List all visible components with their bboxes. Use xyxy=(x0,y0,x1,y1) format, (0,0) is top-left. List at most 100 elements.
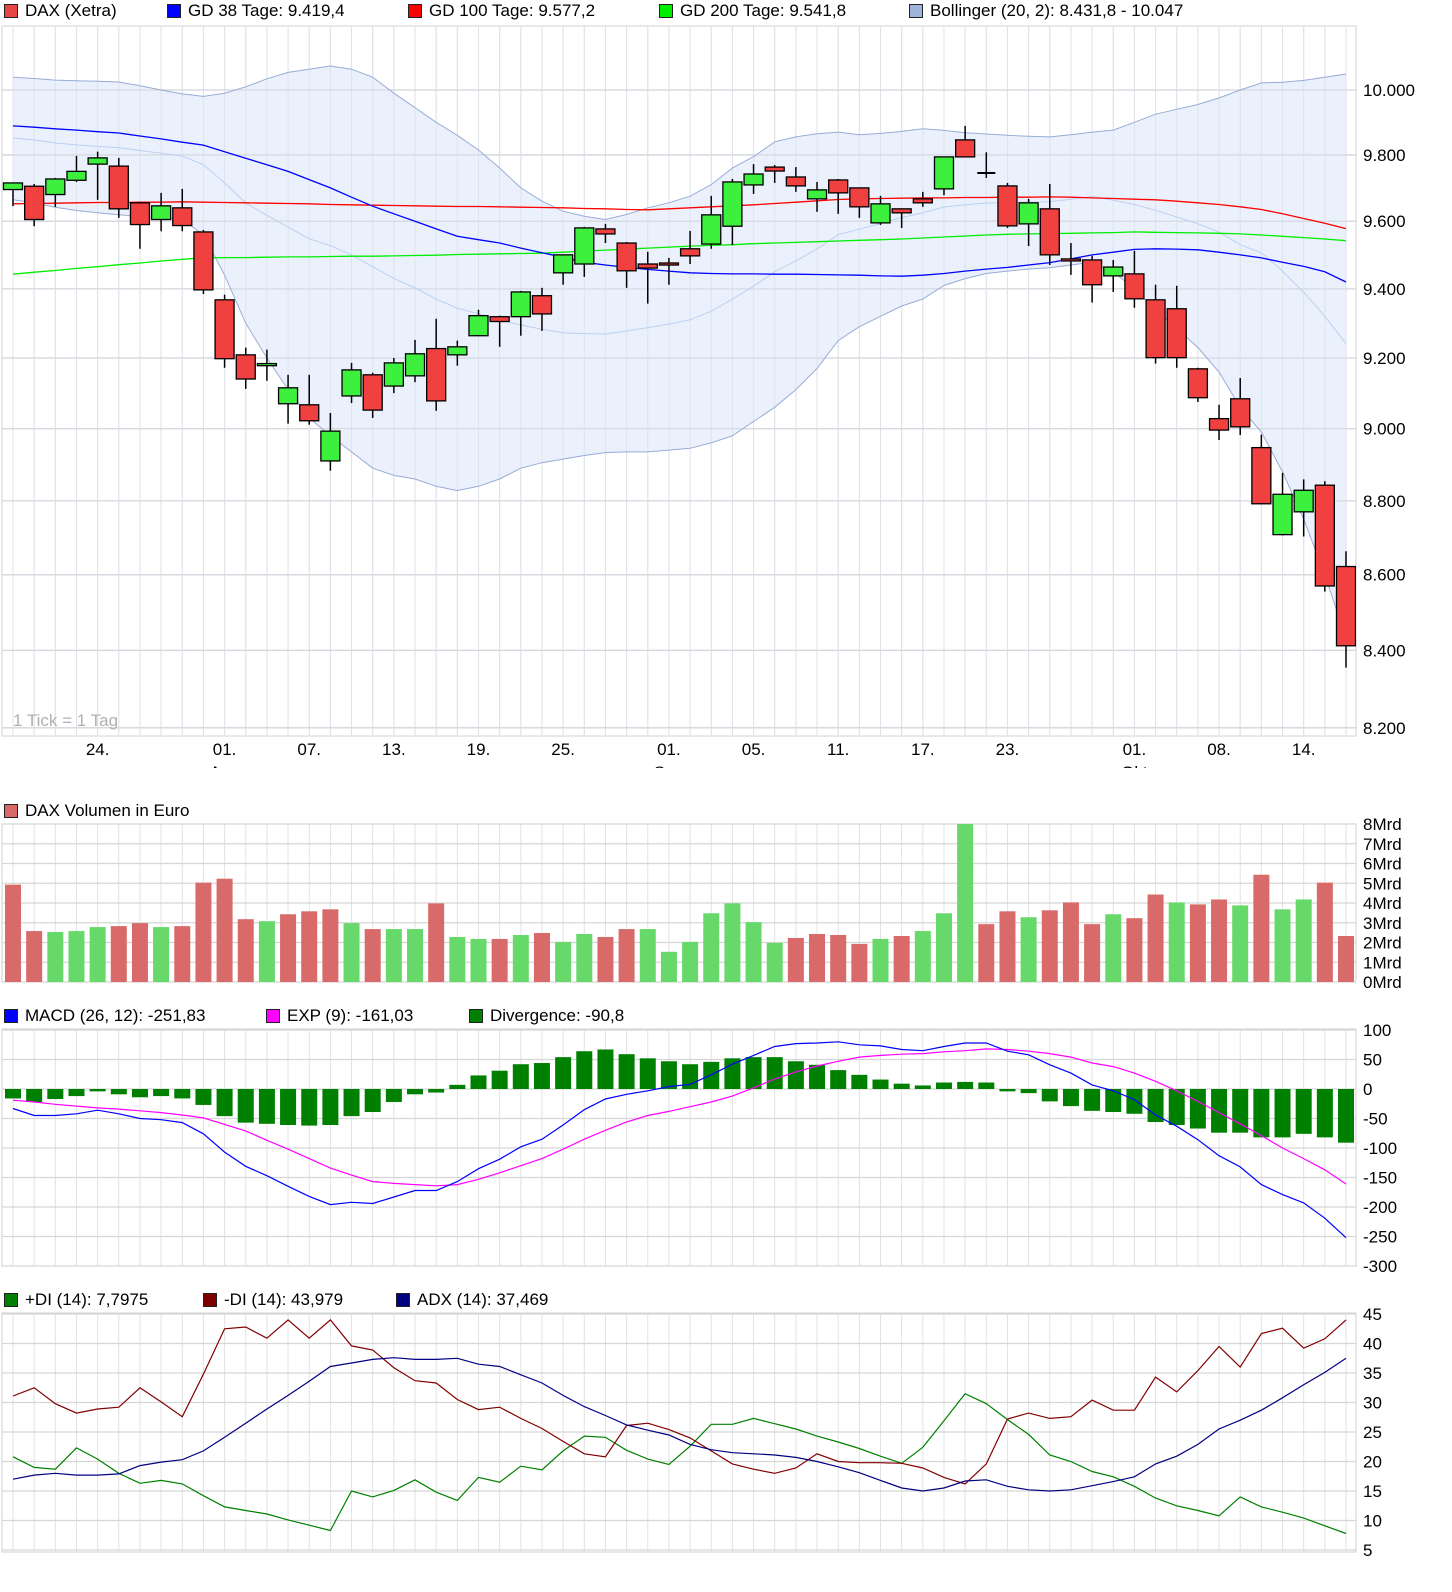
gd100-line xyxy=(12,196,1347,230)
y-tick-label: -250 xyxy=(1363,1228,1397,1247)
y-tick-label: 3Mrd xyxy=(1363,914,1402,933)
month-label: Aug xyxy=(209,763,239,782)
candle-up xyxy=(510,291,531,318)
bollinger-middle-line xyxy=(12,137,1347,345)
dmi-panel: 45 40 35 30 25 20 15 10 5 xyxy=(1,1305,1382,1560)
divergence-bar xyxy=(1020,1089,1037,1094)
divergence-bar xyxy=(512,1064,529,1089)
legend-label: GD 200 Tage: 9.541,8 xyxy=(680,1,847,20)
divergence-bar xyxy=(597,1049,614,1089)
divergence-bar xyxy=(872,1079,889,1089)
y-tick-label: 15 xyxy=(1363,1482,1382,1501)
volume-bar xyxy=(89,927,106,982)
y-tick-label: 9.200 xyxy=(1363,349,1406,368)
volume-bar xyxy=(787,937,804,982)
volume-bar xyxy=(660,951,677,982)
volume-bar xyxy=(110,926,127,982)
bollinger-lower-line xyxy=(12,199,1347,639)
x-tick-label: 07. xyxy=(297,740,321,759)
x-tick-label: 24. xyxy=(86,740,110,759)
candle-down xyxy=(891,208,912,214)
candle-down xyxy=(1251,446,1272,505)
legend-adx: ADX (14): 37,469 xyxy=(396,1290,548,1310)
candle-up xyxy=(1018,202,1039,225)
divergence-bar xyxy=(533,1063,550,1089)
divergence-bar xyxy=(174,1089,191,1099)
candle-down xyxy=(912,198,933,204)
x-tick-label: 14. xyxy=(1292,740,1316,759)
volume-legend: DAX Volumen in Euro xyxy=(4,801,189,821)
volume-bar xyxy=(957,824,974,982)
y-tick-label: -100 xyxy=(1363,1139,1397,1158)
y-tick-label: 5 xyxy=(1363,1541,1372,1560)
candle-down xyxy=(214,299,235,360)
y-tick-label: 9.400 xyxy=(1363,280,1406,299)
candle-down xyxy=(997,185,1018,227)
volume-bar xyxy=(1147,894,1164,982)
legend-swatch xyxy=(167,4,181,18)
candle-down xyxy=(1208,417,1230,431)
y-tick-label: 50 xyxy=(1363,1051,1382,1070)
volume-bar xyxy=(449,936,466,982)
divergence-bar xyxy=(237,1089,254,1123)
divergence-bar xyxy=(893,1083,910,1089)
volume-bar xyxy=(1232,905,1249,982)
volume-bar xyxy=(935,913,952,982)
legend-swatch xyxy=(4,1009,18,1023)
divergence-bar xyxy=(851,1074,868,1089)
candle-down xyxy=(828,179,849,194)
divergence-bar xyxy=(26,1089,43,1102)
adx-line xyxy=(12,1357,1347,1492)
candle-up xyxy=(87,157,108,165)
y-tick-label: 8.400 xyxy=(1363,641,1406,660)
y-tick-label: 40 xyxy=(1363,1335,1382,1354)
legend-volume: DAX Volumen in Euro xyxy=(4,801,189,821)
volume-bar xyxy=(682,941,699,982)
divergence-bar xyxy=(914,1085,931,1089)
divergence-bar xyxy=(745,1057,762,1089)
candle-down xyxy=(954,139,976,158)
volume-bar xyxy=(343,923,360,982)
y-tick-label: -200 xyxy=(1363,1198,1397,1217)
volume-bar xyxy=(428,903,445,982)
candle-down xyxy=(129,202,151,226)
divergence-bar xyxy=(131,1089,148,1098)
x-tick-label: 08. xyxy=(1207,740,1231,759)
candle-down xyxy=(616,242,637,272)
candle-up xyxy=(1293,489,1314,513)
legend-label: -DI (14): 43,979 xyxy=(224,1290,344,1309)
y-tick-label: 100 xyxy=(1363,1021,1391,1040)
y-tick-label: 1Mrd xyxy=(1363,953,1402,972)
volume-bar xyxy=(978,924,995,982)
candle-up xyxy=(277,387,299,405)
volume-bar xyxy=(1295,899,1312,982)
divergence-bar xyxy=(301,1089,318,1126)
legend-divergence: Divergence: -90,8 xyxy=(469,1006,624,1026)
candle-down xyxy=(489,316,510,323)
volume-bar xyxy=(555,941,572,982)
candle-up xyxy=(256,362,278,367)
volume-bar xyxy=(1105,914,1122,982)
candle-down xyxy=(764,166,785,172)
macd-line xyxy=(12,1041,1347,1239)
legend-minus-di: -DI (14): 43,979 xyxy=(203,1290,396,1310)
divergence-bar xyxy=(978,1082,995,1089)
divergence-bar xyxy=(1062,1089,1079,1107)
divergence-bar xyxy=(1316,1089,1333,1138)
price-panel: 10.000 9.800 9.600 9.400 9.200 9.000 8.800 8.60… xyxy=(1,25,1415,782)
divergence-bar xyxy=(1041,1089,1058,1102)
x-tick-label: 23. xyxy=(996,740,1020,759)
legend-label: MACD (26, 12): -251,83 xyxy=(25,1006,206,1025)
volume-bar xyxy=(153,927,170,982)
volume-bar xyxy=(1020,917,1037,982)
volume-bar xyxy=(618,929,635,982)
y-tick-label: 8.200 xyxy=(1363,719,1406,738)
y-tick-label: 30 xyxy=(1363,1394,1382,1413)
legend-label: EXP (9): -161,03 xyxy=(287,1006,414,1025)
divergence-bar xyxy=(216,1089,233,1117)
divergence-bar xyxy=(153,1089,170,1097)
divergence-bar xyxy=(89,1089,106,1092)
candle-up xyxy=(150,205,172,221)
macd-panel: 100 50 0 -50 -100 -150 -200 -250 -300 xyxy=(1,1021,1397,1276)
candle-down xyxy=(108,165,129,210)
